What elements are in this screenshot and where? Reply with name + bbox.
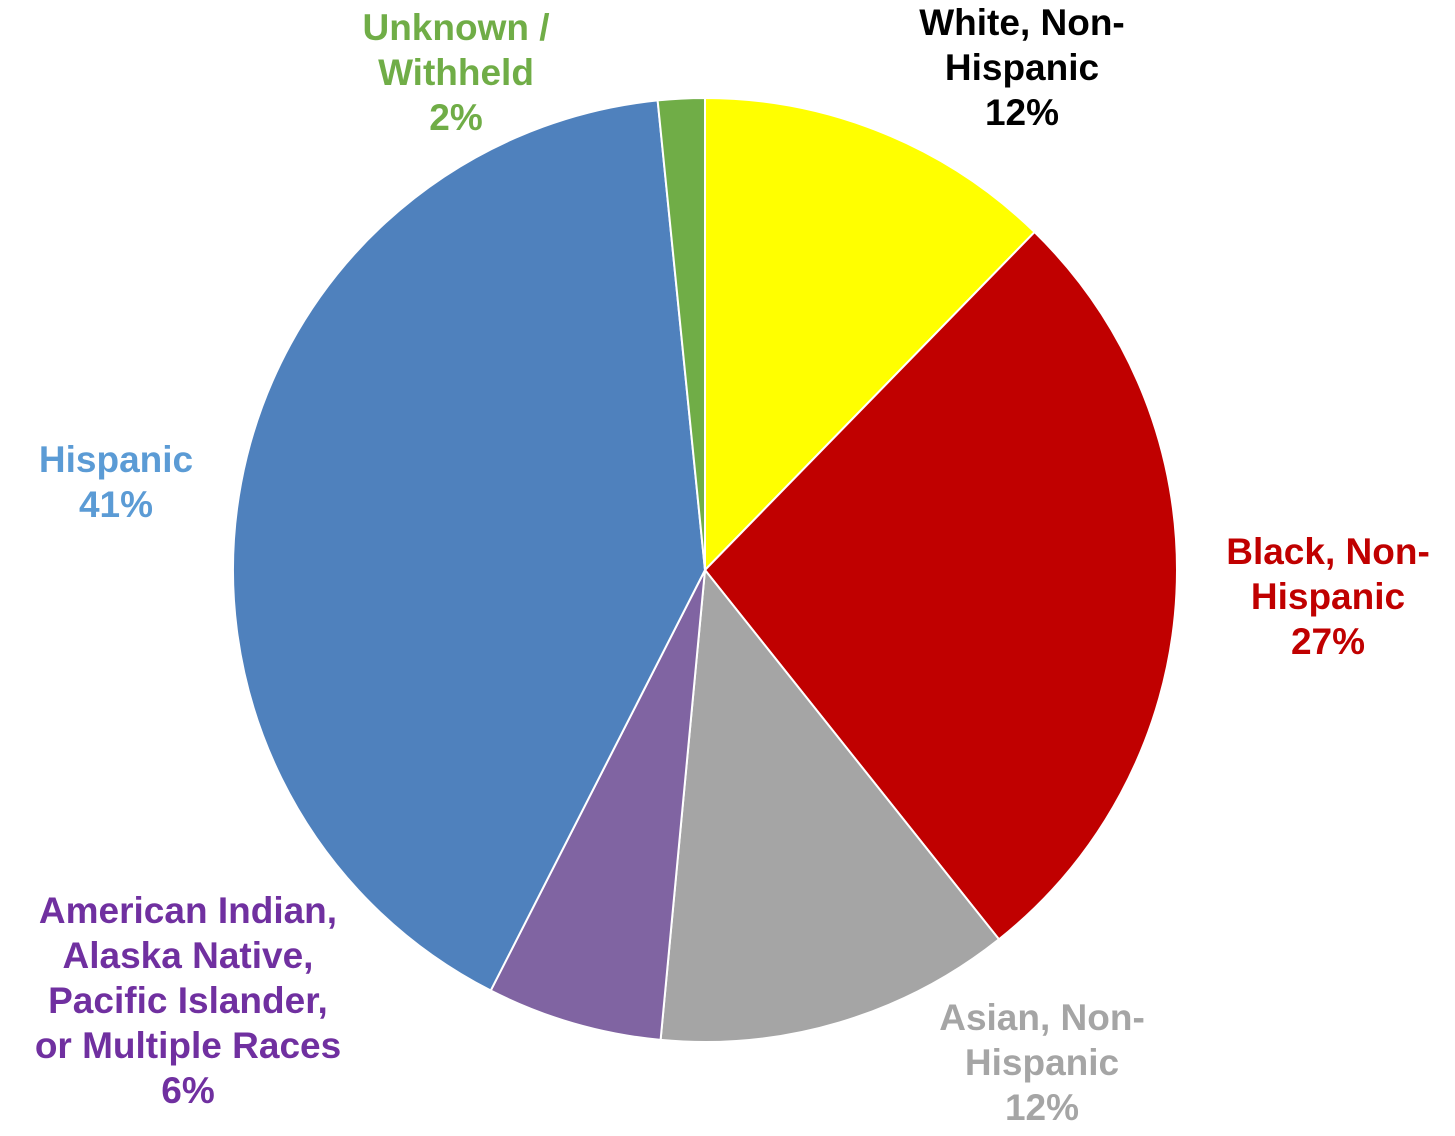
slice-label-unknown-pct: 2% [429, 97, 483, 138]
slice-label-multiple-line2: Alaska Native, [62, 935, 314, 976]
slice-label-black: Black, Non- Hispanic 27% [1226, 529, 1430, 664]
slice-label-black-line2: Hispanic [1250, 576, 1406, 617]
pie-slice-unknown [656, 96, 706, 571]
slice-label-unknown-line1: Unknown / [362, 7, 550, 48]
slice-label-white-line1: White, Non- [919, 2, 1125, 43]
pie-slice-hispanic [232, 99, 707, 992]
slice-label-unknown: Unknown / Withheld 2% [362, 5, 549, 140]
slice-label-multiple-line1: American Indian, [38, 890, 338, 931]
slice-label-hispanic-line1: Hispanic [38, 439, 194, 480]
pie-slice-asian [659, 567, 1001, 1043]
pie-slice-white [704, 96, 1036, 573]
slice-label-multiple-line3: Pacific Islander, [48, 980, 328, 1021]
slice-label-white-line2: Hispanic [944, 47, 1100, 88]
slice-label-white: White, Non- Hispanic 12% [919, 0, 1125, 135]
slice-label-asian-pct: 12% [1004, 1087, 1080, 1128]
slice-label-hispanic-pct: 41% [78, 484, 154, 525]
slice-label-asian-line2: Hispanic [964, 1042, 1120, 1083]
pie-slice-black [703, 230, 1178, 941]
pie-slice-multiple [489, 569, 706, 1041]
slice-label-asian: Asian, Non- Hispanic 12% [939, 995, 1145, 1130]
slice-label-asian-line1: Asian, Non- [939, 997, 1145, 1038]
slice-label-white-pct: 12% [984, 92, 1060, 133]
slice-label-multiple-line4: or Multiple Races [34, 1025, 342, 1066]
slice-label-hispanic: Hispanic 41% [39, 437, 193, 527]
slice-label-black-line1: Black, Non- [1226, 531, 1430, 572]
slice-label-unknown-line2: Withheld [378, 52, 534, 93]
slice-label-multiple-pct: 6% [161, 1070, 215, 1111]
slice-label-multiple: American Indian, Alaska Native, Pacific … [35, 888, 341, 1113]
slice-label-black-pct: 27% [1290, 621, 1366, 662]
